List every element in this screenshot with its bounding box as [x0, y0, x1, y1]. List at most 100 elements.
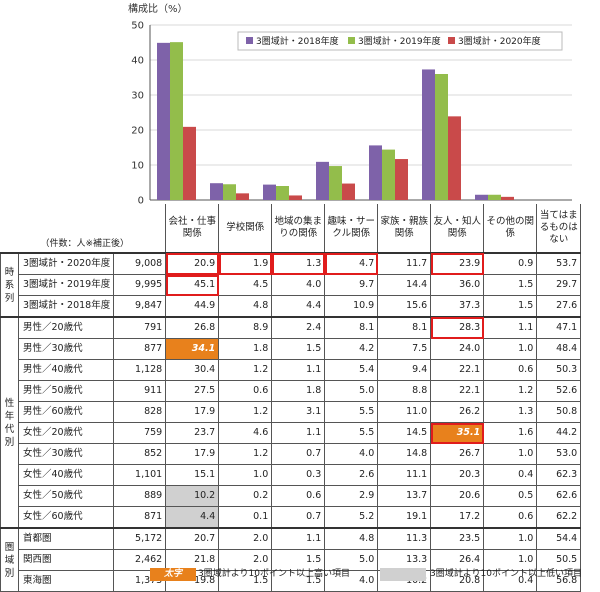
bar-2-5 — [382, 149, 395, 200]
bar-3-6 — [448, 116, 461, 200]
bar-1-5 — [369, 145, 382, 200]
legend-swatch — [448, 37, 455, 44]
bar-1-2 — [210, 183, 223, 200]
row-label: 首都圏 — [17, 527, 115, 550]
cell-value: 14.8 — [377, 443, 432, 465]
group-label: 性年代別 — [0, 316, 19, 529]
cell-value: 20.6 — [430, 485, 485, 507]
table-row: 性年代別 男性／20歳代 791 26.8 8.9 2.4 8.1 8.1 28.3 1.1 47.… — [0, 316, 582, 529]
bar-1-3 — [263, 184, 276, 200]
cell-value: 26.7 — [430, 443, 485, 465]
bar-2-6 — [435, 74, 448, 200]
cell-value: 22.1 — [430, 359, 485, 381]
table-row: 男性／40歳代 1,128 30.4 1.2 1.1 5.4 9.4 22.1 0.6 50.3 — [1, 359, 582, 381]
legend: 3圏域計・2018年度 3圏域計・2019年度 3圏域計・2020年度 — [237, 31, 563, 51]
high-note-swatch: 太字 — [150, 568, 196, 581]
cell-value: 62.6 — [536, 485, 582, 507]
cell-value: 1.0 — [483, 443, 538, 465]
cell-value: 37.3 — [430, 295, 485, 318]
cell-value: 53.0 — [536, 443, 582, 465]
cell-value: 0.6 — [483, 506, 538, 529]
cell-value: 0.3 — [271, 464, 326, 486]
row-count: 759 — [113, 422, 167, 444]
cell-value: 0.6 — [483, 359, 538, 381]
row-count: 852 — [113, 443, 167, 465]
cell-value: 19.1 — [377, 506, 432, 529]
column-header-8: 当てはまるものはない — [536, 204, 582, 254]
row-count: 877 — [113, 338, 167, 360]
table-row: 女性／50歳代 889 10.2 0.2 0.6 2.9 13.7 20.6 0.5 62.6 — [1, 485, 582, 507]
cell-value: 24.0 — [430, 338, 485, 360]
cell-value: 10.9 — [324, 295, 379, 318]
cell-value: 1.2 — [218, 401, 273, 423]
cell-value: 4.7 — [324, 252, 379, 275]
cell-value: 1.0 — [483, 338, 538, 360]
cell-value: 3.1 — [271, 401, 326, 423]
cell-value: 0.7 — [271, 443, 326, 465]
cell-value: 1.2 — [483, 380, 538, 402]
column-header-4: 趣味・サークル関係 — [324, 204, 379, 254]
cell-value: 47.1 — [536, 316, 582, 339]
data-table: （件数：人※補正後） 会社・仕事関係 学校関係 地域の集まりの関係 趣味・サークル関係家… — [0, 204, 582, 592]
cell-value: 1.0 — [218, 464, 273, 486]
cell-value: 9.7 — [324, 274, 379, 296]
cell-value: 29.7 — [536, 274, 582, 296]
cell-value: 1.1 — [483, 316, 538, 339]
row-count: 791 — [113, 316, 167, 339]
cell-value: 35.1 — [430, 422, 485, 444]
cell-value: 4.5 — [218, 274, 273, 296]
cell-value: 1.1 — [271, 359, 326, 381]
column-header-6: 友人・知人関係 — [430, 204, 485, 254]
cell-value: 0.6 — [218, 380, 273, 402]
cell-value: 0.7 — [271, 506, 326, 529]
cell-value: 50.3 — [536, 359, 582, 381]
bar-3-3 — [289, 195, 302, 200]
header-row: （件数：人※補正後） 会社・仕事関係 学校関係 地域の集まりの関係 趣味・サークル関係家… — [1, 204, 582, 254]
cell-value: 11.3 — [377, 527, 432, 550]
cell-value: 17.2 — [430, 506, 485, 529]
cell-value: 4.4 — [165, 506, 220, 529]
table-row: 女性／30歳代 852 17.9 1.2 0.7 4.0 14.8 26.7 1.0 53.0 — [1, 443, 582, 465]
cell-value: 36.0 — [430, 274, 485, 296]
low-note-text: 3圏域計より10ポイント以上低い項目 — [430, 569, 582, 579]
cell-value: 15.1 — [165, 464, 220, 486]
cell-value: 22.1 — [430, 380, 485, 402]
cell-value: 45.1 — [165, 274, 220, 296]
bar-2-2 — [223, 184, 236, 200]
row-label: 男性／50歳代 — [17, 380, 115, 402]
data-table-container: （件数：人※補正後） 会社・仕事関係 学校関係 地域の集まりの関係 趣味・サークル関係家… — [0, 204, 600, 592]
legend-label: 3圏域計・2020年度 — [458, 35, 541, 47]
row-count: 1,128 — [113, 359, 167, 381]
column-header-3: 地域の集まりの関係 — [271, 204, 326, 254]
legend-label: 3圏域計・2018年度 — [256, 35, 339, 47]
bar-2-4 — [329, 166, 342, 200]
y-tick-label: 0 — [138, 196, 144, 207]
row-label: 女性／60歳代 — [17, 506, 115, 529]
cell-value: 1.0 — [483, 527, 538, 550]
cell-value: 0.6 — [271, 485, 326, 507]
cell-value: 62.3 — [536, 464, 582, 486]
cell-value: 14.4 — [377, 274, 432, 296]
legend-box — [237, 31, 563, 51]
cell-value: 48.4 — [536, 338, 582, 360]
cell-value: 15.6 — [377, 295, 432, 318]
cell-value: 17.9 — [165, 401, 220, 423]
cell-value: 1.5 — [483, 295, 538, 318]
row-count: 889 — [113, 485, 167, 507]
bar-1-4 — [316, 161, 329, 200]
cell-value: 50.8 — [536, 401, 582, 423]
row-label: 男性／60歳代 — [17, 401, 115, 423]
cell-value: 11.1 — [377, 464, 432, 486]
cell-value: 20.7 — [165, 527, 220, 550]
cell-value: 0.1 — [218, 506, 273, 529]
cell-value: 7.5 — [377, 338, 432, 360]
row-label: 男性／40歳代 — [17, 359, 115, 381]
row-label: 3圏域計・2018年度 — [17, 295, 115, 318]
bar-3-5 — [395, 159, 408, 200]
cell-value: 26.8 — [165, 316, 220, 339]
cell-value: 9.4 — [377, 359, 432, 381]
cell-value: 0.2 — [218, 485, 273, 507]
cell-value: 1.8 — [218, 338, 273, 360]
table-row: 男性／30歳代 877 34.1 1.8 1.5 4.2 7.5 24.0 1.0 48.4 — [1, 338, 582, 360]
cell-value: 1.3 — [271, 252, 326, 275]
